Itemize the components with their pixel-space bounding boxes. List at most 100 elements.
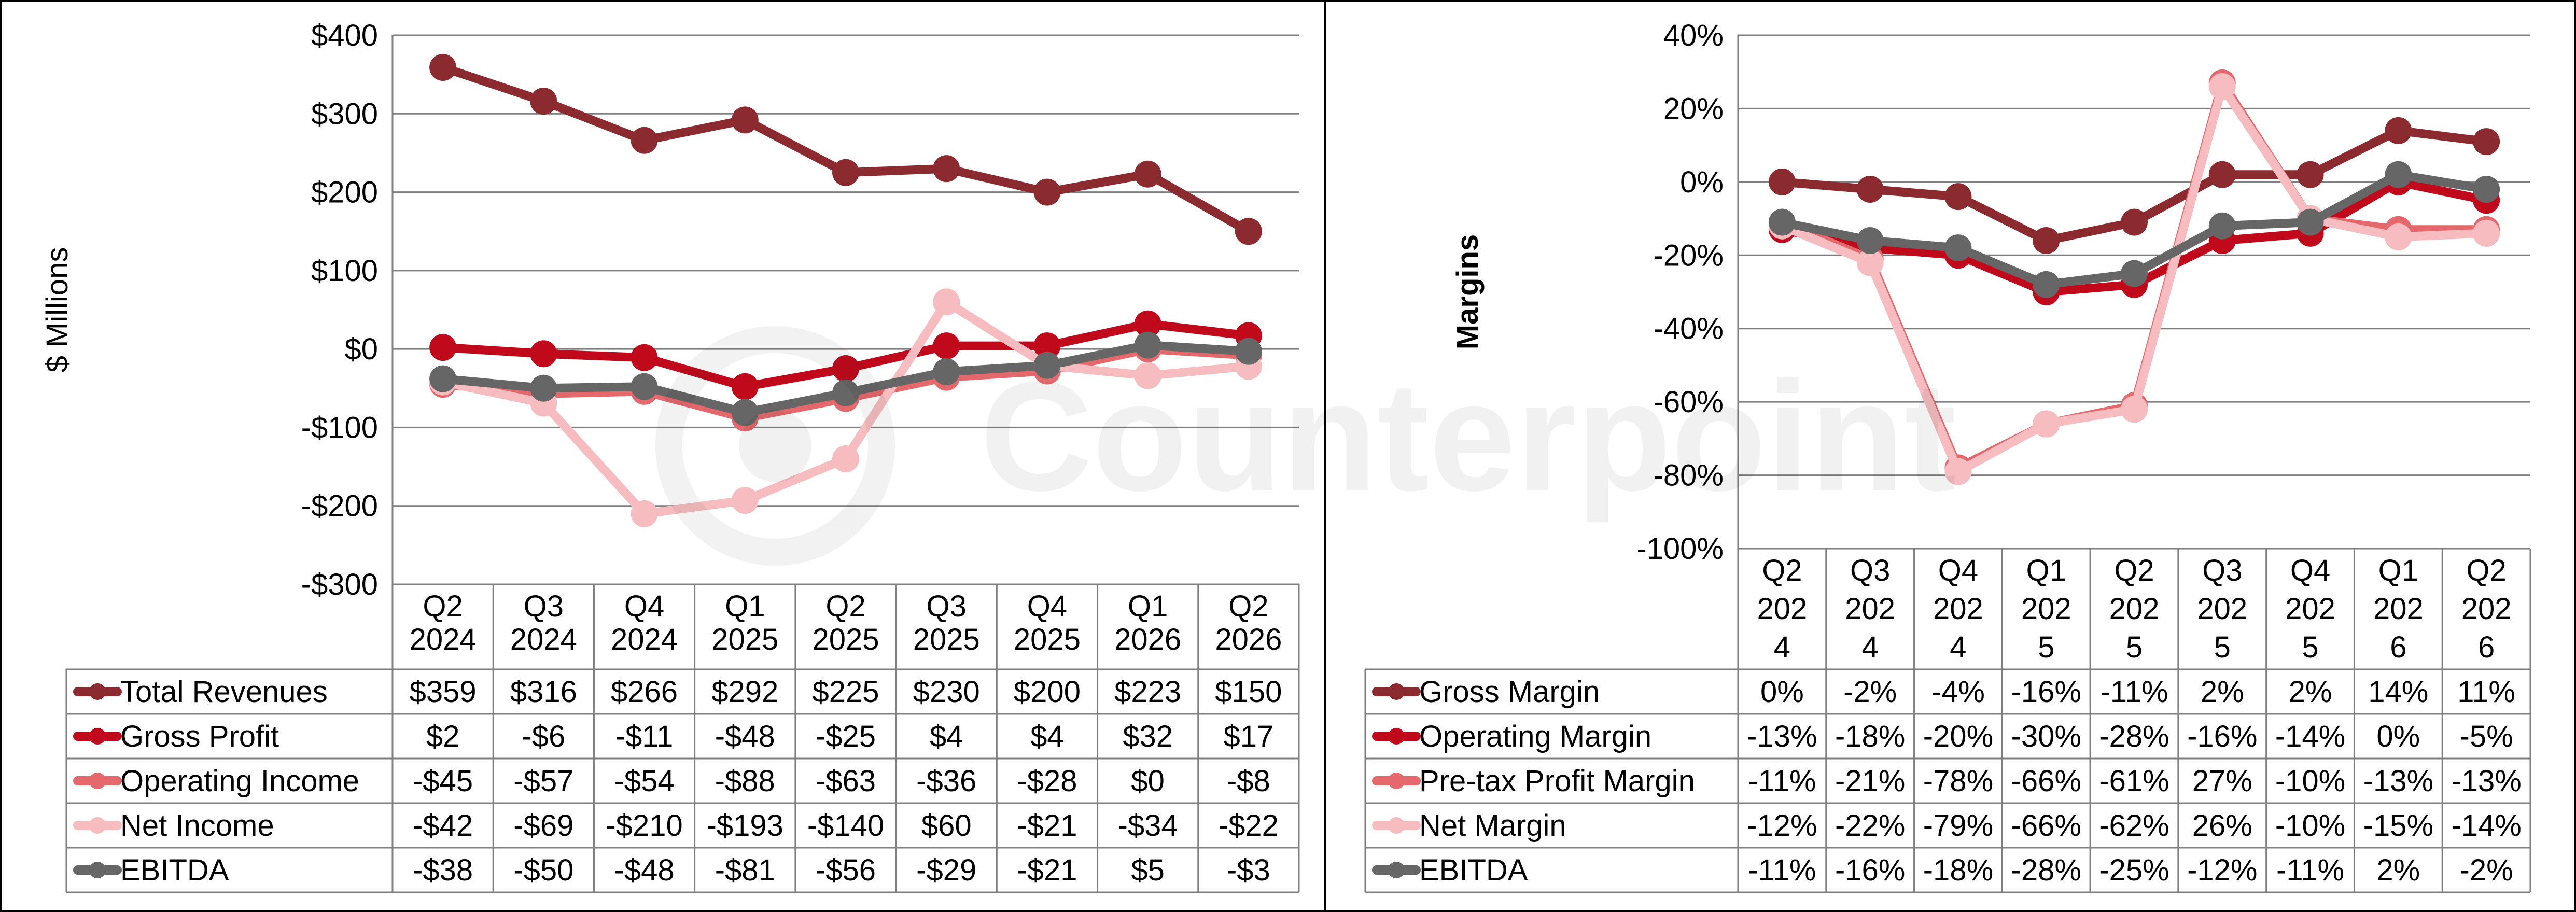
data-point	[832, 379, 859, 406]
legend-label-pre-tax-profit-margin: Pre-tax Profit Margin	[1419, 764, 1695, 798]
data-point	[1856, 249, 1884, 276]
data-point	[1856, 176, 1884, 203]
data-table-cell: $4	[930, 720, 963, 753]
legend-label-operating-margin: Operating Margin	[1419, 720, 1651, 753]
data-table-cell: -30%	[2011, 720, 2081, 753]
data-table-cell: -66%	[2011, 764, 2081, 798]
legend-label-net-income: Net Income	[120, 809, 274, 843]
data-point	[429, 334, 457, 361]
x-tick-label-line: 202	[2461, 592, 2512, 626]
data-table-cell: $266	[611, 675, 678, 709]
legend-key-marker	[1388, 862, 1405, 878]
data-table-cell: -2%	[1843, 675, 1897, 709]
y-tick-label: -20%	[1654, 238, 1724, 272]
data-table-cell: -$81	[715, 853, 775, 887]
data-table-cell: -61%	[2099, 764, 2169, 798]
data-point	[2033, 410, 2060, 438]
x-tick-label-line: Q2	[1762, 554, 1802, 587]
data-table-cell: -$193	[707, 809, 783, 843]
data-point	[530, 340, 557, 368]
data-table-cell: -14%	[2275, 720, 2345, 753]
data-point	[832, 445, 859, 472]
data-point	[2385, 117, 2412, 144]
data-point	[631, 500, 658, 527]
series-gross-profit	[429, 310, 1262, 400]
x-tick-label-line: 5	[2126, 630, 2143, 664]
data-table-cell: $200	[1014, 675, 1081, 709]
data-table-cell: -16%	[1835, 853, 1905, 887]
data-point	[2033, 227, 2060, 254]
data-table-cell: -66%	[2011, 809, 2081, 843]
data-point	[631, 344, 658, 371]
legend-label-net-margin: Net Margin	[1419, 809, 1566, 843]
data-table-cell: -21%	[1835, 764, 1905, 798]
x-tick-label-line: Q4	[624, 590, 664, 623]
data-table-cell: -28%	[2011, 853, 2081, 887]
legend-key-operating-income	[73, 773, 122, 789]
data-table-cell: 11%	[2457, 675, 2515, 709]
x-tick-label-line: 2026	[1114, 623, 1181, 656]
watermark-text: Counterpoint	[980, 349, 1956, 524]
y-tick-label: $200	[311, 176, 378, 209]
data-point	[2385, 223, 2412, 250]
x-tick-label-line: Q4	[1027, 590, 1067, 623]
legend-key-operating-margin	[1372, 728, 1421, 745]
y-tick-label: -60%	[1654, 385, 1724, 419]
data-point	[731, 373, 759, 400]
x-tick-label-line: 5	[2214, 630, 2231, 664]
data-table-cell: -28%	[2099, 720, 2169, 753]
x-tick-label: Q1 202 5	[2021, 554, 2071, 664]
data-point	[2297, 161, 2324, 188]
x-tick-label-line: 2026	[1215, 623, 1282, 656]
data-point	[1944, 458, 1972, 485]
y-axis-title: Margins	[1451, 234, 1485, 349]
data-table-cell: -$69	[513, 809, 573, 843]
data-table-cell: 2%	[2289, 675, 2332, 709]
data-table-cell: $4	[1030, 720, 1064, 753]
x-tick-label-line: Q2	[1228, 590, 1268, 623]
data-point	[832, 159, 859, 186]
data-table-cell: -25%	[2099, 853, 2169, 887]
legend-label-total-revenues: Total Revenues	[120, 675, 328, 709]
data-point	[2473, 176, 2500, 203]
legend-key-net-margin	[1372, 817, 1421, 834]
legend-key-marker	[89, 683, 106, 700]
y-tick-label: -$100	[301, 411, 378, 444]
data-table-cell: -$25	[816, 720, 876, 753]
data-point	[2208, 212, 2236, 240]
data-table-cell: $316	[510, 675, 577, 709]
x-tick-label-line: 2024	[510, 623, 577, 656]
data-point	[731, 399, 759, 426]
x-tick-label-line: 5	[2038, 630, 2054, 664]
data-table-cell: -62%	[2099, 809, 2169, 843]
y-tick-label: 40%	[1663, 19, 1724, 52]
series-ebitda	[1768, 161, 2500, 298]
data-table-cell: -$21	[1017, 809, 1077, 843]
legend-key-gross-profit	[73, 728, 122, 745]
data-point	[2473, 128, 2500, 156]
data-table-cell: -22%	[1835, 809, 1905, 843]
x-tick-label-line: 202	[2285, 592, 2335, 626]
data-point	[731, 487, 759, 514]
data-table-cell: -$63	[816, 764, 876, 798]
data-point	[2385, 161, 2412, 188]
legend-key-total-revenues	[73, 683, 122, 700]
y-tick-label: $400	[311, 19, 378, 52]
data-table-cell: $150	[1215, 675, 1282, 709]
data-table-cell: -$21	[1017, 853, 1077, 887]
data-table-cell: -$22	[1219, 809, 1279, 843]
data-point	[832, 355, 859, 382]
data-table-cell: -13%	[2363, 764, 2433, 798]
x-tick-label-line: Q4	[2290, 554, 2330, 587]
data-point	[933, 332, 960, 360]
watermark-dot-icon	[739, 410, 811, 482]
